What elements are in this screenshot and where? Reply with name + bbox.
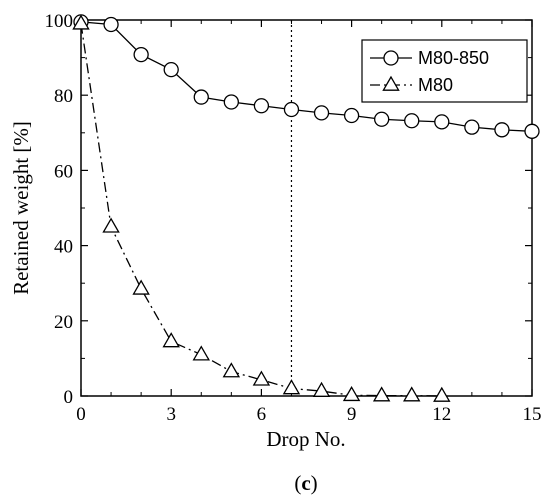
- circle-marker: [313, 105, 330, 121]
- triangle-marker: [403, 386, 421, 402]
- x-tick-label: 3: [166, 404, 176, 425]
- panel-label-close: ): [311, 471, 318, 495]
- legend-triangle-marker: [382, 75, 400, 91]
- legend-label: M80: [418, 75, 453, 95]
- y-tick-label: 40: [54, 237, 73, 258]
- circle-marker: [343, 107, 360, 124]
- circle-marker: [193, 89, 209, 105]
- x-tick-label: 0: [76, 404, 86, 425]
- y-axis-title: Retained weight [%]: [9, 121, 33, 295]
- x-tick-label: 12: [432, 404, 451, 425]
- triangle-marker: [252, 370, 271, 386]
- triangle-marker: [162, 332, 180, 348]
- axis-ticks: 0 3 6 9 12 15 0 20 40 60 80 100: [45, 11, 542, 425]
- triangle-marker: [372, 386, 391, 402]
- circle-marker: [283, 101, 300, 118]
- triangle-marker: [312, 381, 331, 397]
- x-axis-title: Drop No.: [266, 427, 345, 451]
- series-m80-850: [73, 14, 540, 139]
- panel-label-open: (: [294, 471, 301, 495]
- series-line: [80, 21, 533, 132]
- circle-marker: [434, 114, 450, 130]
- circle-marker: [494, 122, 510, 138]
- panel-label-letter: c: [301, 471, 310, 495]
- triangle-marker: [102, 217, 120, 233]
- legend-label: M80-850: [418, 48, 489, 68]
- legend-box: [361, 39, 528, 103]
- triangle-marker: [282, 379, 301, 395]
- series-group: [72, 14, 540, 402]
- legend-circle-marker: [383, 50, 399, 66]
- series-m80: [72, 14, 451, 402]
- circle-marker: [374, 111, 390, 127]
- y-tick-label: 80: [54, 86, 73, 107]
- circle-marker: [223, 94, 239, 110]
- circle-marker: [133, 46, 149, 63]
- circle-marker: [464, 119, 480, 135]
- triangle-marker: [192, 345, 210, 361]
- y-tick-label: 0: [64, 387, 74, 408]
- triangle-marker: [342, 385, 361, 402]
- legend: M80-850 M80: [361, 39, 528, 103]
- triangle-marker: [72, 14, 90, 30]
- y-tick-label: 60: [54, 161, 73, 182]
- x-tick-label: 15: [523, 404, 542, 425]
- triangle-marker: [433, 386, 451, 402]
- panel-label: (c): [294, 471, 317, 495]
- triangle-marker: [132, 279, 150, 295]
- circle-marker: [103, 16, 119, 33]
- x-tick-label: 6: [257, 404, 267, 425]
- circle-marker: [524, 123, 540, 139]
- y-tick-label: 100: [45, 11, 74, 32]
- circle-marker: [253, 98, 270, 114]
- circle-marker: [404, 113, 420, 129]
- circle-marker: [163, 61, 179, 78]
- y-tick-label: 20: [54, 312, 73, 333]
- x-tick-label: 9: [347, 404, 357, 425]
- triangle-marker: [222, 362, 241, 378]
